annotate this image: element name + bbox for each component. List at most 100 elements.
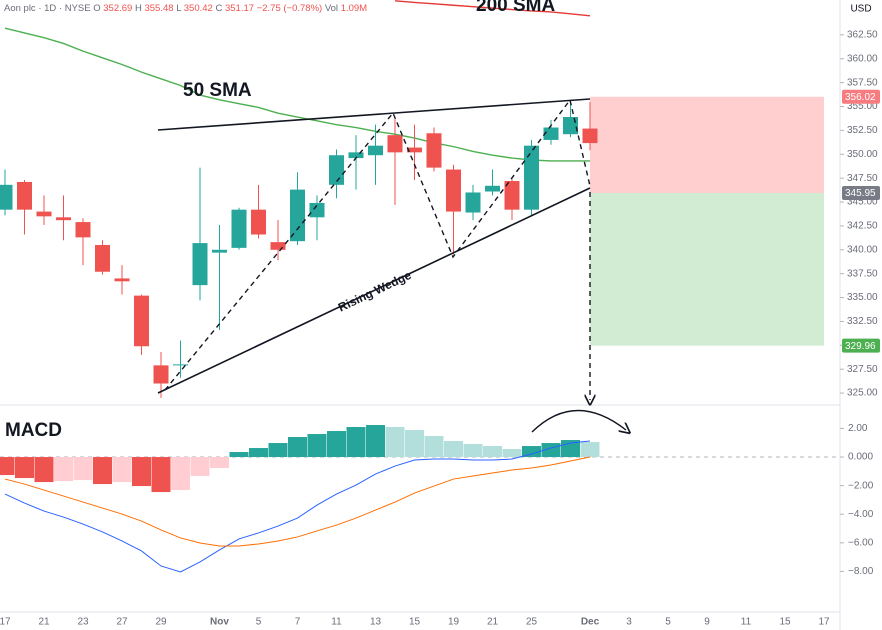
y-tick-label: −8.00	[848, 566, 874, 577]
histogram-bar	[580, 442, 600, 458]
x-tick-label: 5	[256, 617, 262, 628]
candle-body	[134, 295, 149, 347]
price-label: 356.02	[845, 92, 876, 103]
y-tick-label: 337.50	[847, 268, 878, 279]
ohlc-value: 352.69	[103, 3, 132, 14]
candle-body	[36, 211, 52, 217]
x-tick-label: 29	[155, 617, 167, 628]
x-tick-label: 21	[38, 617, 50, 628]
candle-body	[0, 184, 13, 210]
x-tick-label: 5	[665, 617, 671, 628]
price-label-bg	[842, 338, 880, 353]
candle-body	[56, 217, 71, 221]
target-zone	[590, 96, 824, 193]
histogram-bar	[34, 457, 54, 483]
line	[394, 0, 591, 17]
wedge-upper	[157, 98, 591, 131]
stop-zone	[590, 192, 824, 346]
line	[4, 440, 591, 573]
change: −2.75 (−0.78%)	[257, 3, 323, 14]
histogram-bar	[288, 437, 307, 458]
candle-body	[485, 185, 500, 192]
x-tick-label: 13	[370, 617, 382, 628]
y-tick-label: 352.50	[847, 125, 878, 136]
histogram-bar	[190, 457, 210, 477]
x-tick-label: 17	[0, 617, 11, 628]
y-tick-label: 360.00	[847, 53, 878, 64]
y-tick-label: 350.00	[847, 149, 878, 160]
x-tick-label: 17	[818, 617, 830, 628]
histogram-bar	[15, 457, 34, 479]
ohlc-value: 355.48	[144, 3, 173, 14]
x-tick-label: 11	[741, 617, 752, 628]
y-tick-label: 357.50	[847, 77, 878, 88]
candle-body	[543, 127, 559, 140]
candle-body	[348, 152, 364, 159]
candle-body	[426, 133, 442, 168]
background	[0, 96, 840, 458]
y-tick-label: 340.00	[847, 244, 878, 255]
y-tick-label: −4.00	[848, 509, 874, 520]
ohlc-value: 351.17	[225, 3, 254, 14]
candle-body	[446, 169, 461, 212]
candle-body	[582, 128, 598, 144]
y-tick-label: 332.50	[847, 316, 878, 327]
histogram-bar	[424, 436, 444, 458]
y-tick-label: 347.50	[847, 173, 878, 184]
ohlc-label: C	[215, 3, 222, 14]
candle-body	[231, 209, 247, 248]
candle-body	[95, 245, 110, 272]
histogram-bar	[54, 457, 73, 482]
sma200-label: 200 SMA	[476, 0, 555, 16]
histogram-bar	[151, 457, 171, 493]
macd-title: MACD	[5, 420, 62, 441]
x-tick-label: 9	[704, 617, 710, 628]
x-tick-label: 27	[116, 617, 128, 628]
wave-path	[164, 98, 591, 391]
y-tick-label: 335.00	[847, 292, 878, 303]
histogram-bar	[268, 443, 288, 458]
histogram-bar	[522, 446, 541, 458]
ohlc-label: H	[135, 3, 142, 14]
x-tick-label: 21	[487, 617, 499, 628]
y-tick-label: 342.50	[847, 221, 878, 232]
candle-body	[407, 147, 422, 153]
sma50-label: 50 SMA	[183, 80, 252, 101]
x-tick-label: 15	[779, 617, 791, 628]
currency: USD	[850, 4, 871, 15]
x-tick-label: Dec	[581, 617, 600, 628]
candle-body	[173, 364, 188, 366]
candle-body	[504, 181, 520, 210]
candle-body	[212, 249, 227, 253]
candle-body	[329, 155, 344, 185]
histogram-bar	[249, 448, 268, 458]
candle-body	[17, 181, 32, 210]
y-tick-label: 355.00	[847, 101, 878, 112]
line	[4, 456, 591, 547]
x-tick-label: 19	[448, 617, 460, 628]
candle-body	[368, 145, 383, 156]
histogram-bar	[405, 430, 424, 458]
x-tick-label: 25	[526, 617, 538, 628]
histogram-bar	[93, 457, 112, 485]
wedge-lower	[157, 187, 591, 394]
candle-body	[290, 189, 305, 242]
ohlc-value: 350.42	[184, 3, 213, 14]
histogram-bar	[346, 427, 366, 458]
x-tick-label: 15	[409, 617, 421, 628]
y-tick-label: 345.00	[847, 197, 878, 208]
x-tick-label: 3	[626, 617, 632, 628]
y-tick-label: 325.00	[847, 388, 878, 399]
symbol: Aon plc · 1D · NYSE	[4, 3, 91, 14]
pattern-label: Rising Wedge	[336, 268, 414, 315]
histogram-bar	[483, 446, 502, 458]
price-label-bg	[842, 89, 880, 104]
line	[4, 27, 590, 162]
histogram-bar	[502, 449, 522, 458]
candle-body	[75, 222, 91, 238]
candle-body	[524, 145, 539, 210]
histogram-bar	[0, 457, 15, 476]
candle-body	[251, 209, 266, 235]
